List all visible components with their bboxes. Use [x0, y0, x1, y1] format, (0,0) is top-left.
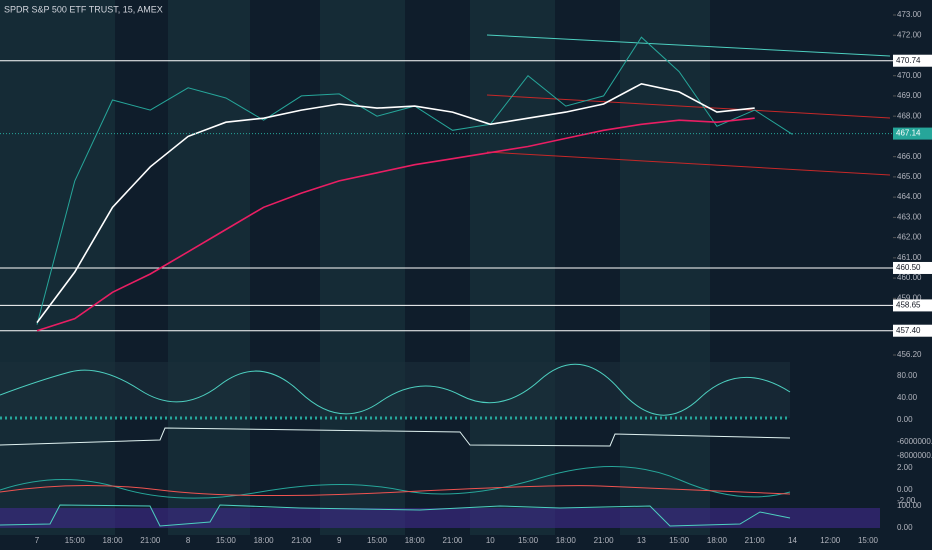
- volume-flow: [0, 427, 791, 447]
- x-tick-label: 15:00: [367, 536, 388, 545]
- x-tick-label: 21:00: [291, 536, 312, 545]
- indicator-axis-label: -8000000.00: [897, 451, 932, 460]
- oscillator: [0, 363, 791, 416]
- x-tick-label: 13: [637, 536, 646, 545]
- level-tag: [893, 54, 932, 67]
- level-label: 470.74: [896, 56, 921, 65]
- x-tick-label: 18:00: [556, 536, 577, 545]
- x-tick-label: 21:00: [745, 536, 766, 545]
- channel-line: [486, 94, 891, 119]
- x-tick-label: 21:00: [594, 536, 615, 545]
- level-label: 457.40: [896, 326, 921, 335]
- level-tag: [893, 261, 932, 274]
- y-tick-label: 472.00: [897, 30, 922, 39]
- indicator-axis-label: 2.00: [897, 463, 913, 472]
- y-tick-label: 473.00: [897, 10, 922, 19]
- channel-line: [486, 151, 891, 176]
- y-tick-label: 464.00: [897, 192, 922, 201]
- x-tick-label: 18:00: [707, 536, 728, 545]
- x-tick-label: 18:00: [103, 536, 124, 545]
- y-tick-label: 468.00: [897, 111, 922, 120]
- level-label: 458.65: [896, 301, 921, 310]
- x-tick-label: 15:00: [518, 536, 539, 545]
- series-line: [36, 117, 755, 332]
- x-tick-label: 9: [337, 536, 342, 545]
- y-tick-label: 463.00: [897, 212, 922, 221]
- x-tick-label: 21:00: [140, 536, 161, 545]
- series-line: [36, 82, 755, 324]
- y-tick-label: 469.00: [897, 91, 922, 100]
- level-tag: [893, 299, 932, 312]
- y-tick-label: 459.00: [897, 293, 922, 302]
- indicator-axis-label: 40.00: [897, 393, 918, 402]
- x-tick-label: 14: [788, 536, 797, 545]
- x-tick-label: 15:00: [858, 536, 879, 545]
- indicator-axis-label: 0.00: [897, 485, 913, 494]
- indicator-axis-label: -6000000.00: [897, 437, 932, 446]
- trend-line: [486, 34, 891, 57]
- y-tick-label: 466.00: [897, 152, 922, 161]
- y-tick-label: 462.00: [897, 233, 922, 242]
- indicator-pane: [0, 362, 790, 418]
- x-tick-label: 15:00: [216, 536, 237, 545]
- y-tick-label: 460.00: [897, 273, 922, 282]
- rsi: [0, 504, 791, 527]
- indicator-axis-label: -2.00: [897, 496, 916, 505]
- y-tick-label: 461.00: [897, 253, 922, 262]
- level-tag: [893, 324, 932, 337]
- y-tick-label: 465.00: [897, 172, 922, 181]
- momentum: [0, 465, 791, 499]
- momentum-signal: [0, 484, 791, 497]
- level-label: 460.50: [896, 263, 921, 272]
- x-tick-label: 10: [486, 536, 495, 545]
- indicator-axis-label: 100.00: [897, 501, 922, 510]
- y-tick-label: 456.20: [897, 350, 922, 359]
- indicator-axis-label: 80.00: [897, 371, 918, 380]
- indicator-axis-label: 0.00: [897, 523, 913, 532]
- rsi-band: [0, 508, 880, 528]
- x-tick-label: 15:00: [65, 536, 86, 545]
- x-tick-label: 21:00: [442, 536, 463, 545]
- x-tick-label: 7: [35, 536, 40, 545]
- last-price-tag: [893, 127, 932, 140]
- chart-title: SPDR S&P 500 ETF TRUST, 15, AMEX: [4, 4, 163, 14]
- x-tick-label: 18:00: [405, 536, 426, 545]
- y-tick-label: 470.00: [897, 71, 922, 80]
- indicator-axis-label: 0.00: [897, 415, 913, 424]
- x-tick-label: 15:00: [669, 536, 690, 545]
- x-tick-label: 12:00: [820, 536, 841, 545]
- x-tick-label: 8: [186, 536, 191, 545]
- x-tick-label: 18:00: [254, 536, 275, 545]
- last-price-label: 467.14: [896, 129, 921, 138]
